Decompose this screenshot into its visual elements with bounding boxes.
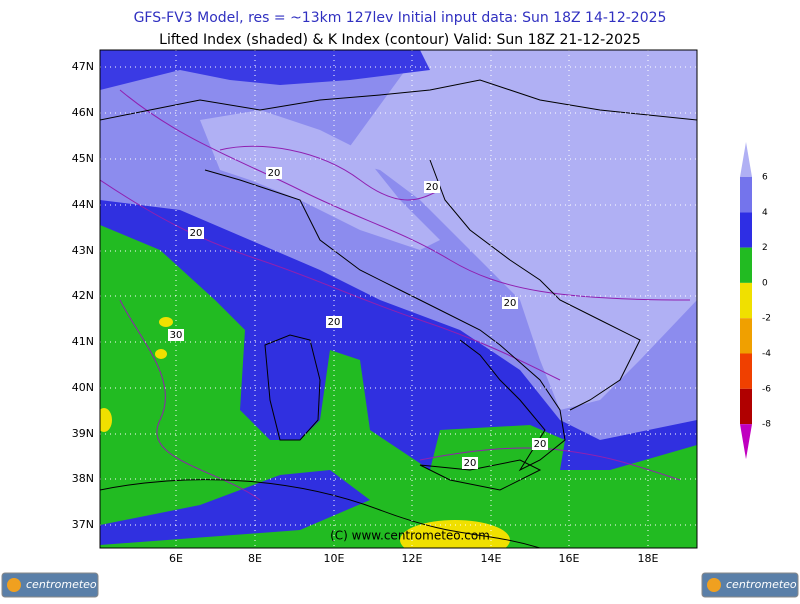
yellow-blob [159,317,173,327]
colorbar-label: 6 [762,173,768,183]
lon-label: 6E [169,552,183,565]
lat-label: 41N [72,335,94,348]
graticule [100,50,697,548]
logo-text: centrometeo [726,578,797,591]
yellow-blob [100,408,112,432]
watermark: (C) www.centrometeo.com [330,529,490,543]
lat-label: 38N [72,472,94,485]
colorbar-cap [740,142,752,177]
colorbar-label: 0 [762,278,768,288]
colorbar-label: -2 [762,314,771,324]
contour-label-box [188,227,204,239]
lat-label: 37N [72,518,94,531]
yellow-blob [155,349,167,359]
lat-label: 44N [72,198,94,211]
logo-icon [707,578,721,592]
logo-box [701,572,799,598]
lat-label: 39N [72,427,94,440]
yellow-blob [400,520,510,548]
colorbar-band [740,177,752,213]
lat-label: 46N [72,106,94,119]
contour-label: 20 [190,228,203,239]
contour-label-box [502,297,518,309]
title: GFS-FV3 Model, res = ~13km 127lev Initia… [134,10,667,26]
logo-text: centrometeo [26,578,97,591]
logo-icon [7,578,21,592]
lon-label: 12E [402,552,423,565]
lon-label: 10E [324,552,345,565]
contour-label: 20 [268,168,281,179]
colorbar: 6 4 2 0 -2 -4 -6 -8 [740,142,771,460]
contours [100,89,691,501]
lat-label: 45N [72,152,94,165]
contour-label: 20 [464,458,477,469]
coastline [100,79,697,548]
colorbar-label: 2 [762,243,768,253]
light-region [200,110,440,250]
contour-label-box [266,167,282,179]
contour-label: 20 [534,439,547,450]
blue-region [100,50,430,90]
map-frame [99,49,698,549]
lon-label: 16E [559,552,580,565]
lat-label: 42N [72,289,94,302]
colorbar-band [740,353,752,389]
lat-label: 40N [72,381,94,394]
contour-label-box [462,457,478,469]
colorbar-band [740,282,752,319]
contour-label: 30 [170,330,183,341]
colorbar-label: -4 [762,349,771,359]
logo-right: centrometeo [701,572,799,598]
contour-label: 20 [426,182,439,193]
contour-label-box [424,181,440,193]
colorbar-band [740,318,752,354]
light-region [340,50,697,410]
colorbar-label: -8 [762,420,771,430]
map: (C) www.centrometeo.com [100,50,697,548]
colorbar-band [740,212,752,248]
lon-label: 14E [481,552,502,565]
contour-label-box [168,329,184,341]
contour-label: 20 [504,298,517,309]
lat-label: 43N [72,244,94,257]
lat-label: 47N [72,60,94,73]
green-region [100,225,697,548]
subtitle: Lifted Index (shaded) & K Index (contour… [159,32,641,48]
colorbar-label: 4 [762,208,768,218]
lon-label: 18E [638,552,659,565]
contour-label: 20 [328,317,341,328]
contour-label-box [326,316,342,328]
contour-label-box [532,438,548,450]
colorbar-label: -6 [762,384,771,394]
logo-left: centrometeo [1,572,99,598]
logo-box [1,572,99,598]
colorbar-band [740,247,752,283]
colorbar-cap [740,424,752,460]
lon-label: 8E [248,552,262,565]
colorbar-band [740,388,752,425]
